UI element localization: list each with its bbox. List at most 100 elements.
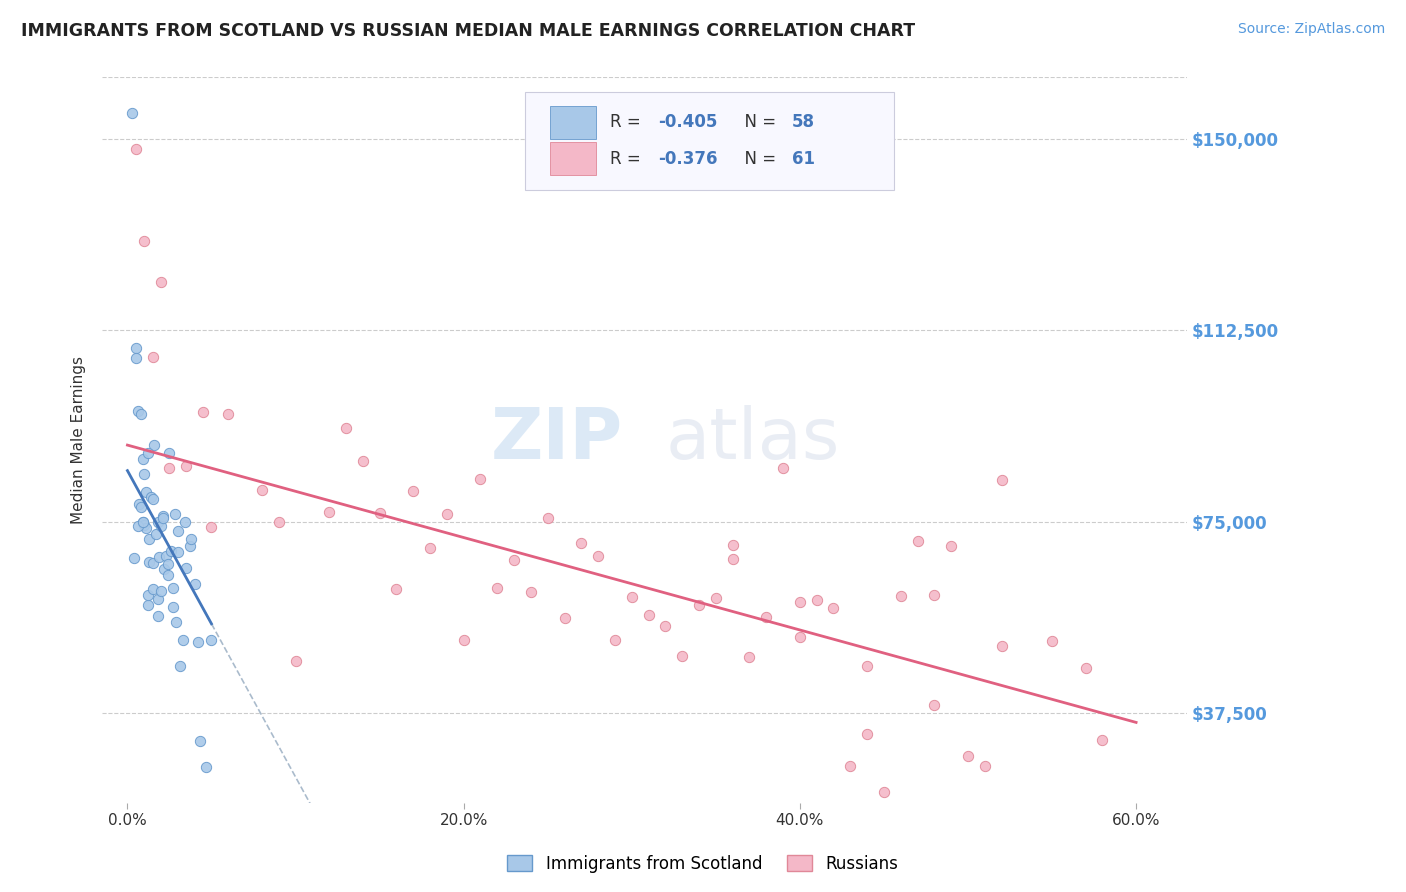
- FancyBboxPatch shape: [550, 142, 596, 176]
- Point: [153, 562, 176, 576]
- Point: [990, 473, 1012, 487]
- Point: [873, 785, 896, 799]
- Point: [125, 351, 148, 366]
- Point: [131, 515, 153, 529]
- Point: [520, 585, 543, 599]
- Point: [165, 615, 187, 629]
- Point: [188, 734, 211, 748]
- Text: N =: N =: [734, 113, 782, 131]
- Point: [620, 590, 643, 604]
- Point: [150, 519, 173, 533]
- Point: [890, 589, 912, 603]
- Text: atlas: atlas: [666, 406, 841, 475]
- Point: [163, 508, 186, 522]
- Point: [335, 420, 357, 434]
- Point: [704, 591, 727, 606]
- Point: [172, 632, 194, 647]
- Text: 58: 58: [792, 113, 815, 131]
- Point: [127, 404, 149, 418]
- Point: [924, 698, 946, 712]
- Point: [136, 598, 159, 612]
- Point: [486, 581, 509, 595]
- Point: [173, 515, 195, 529]
- Point: [121, 106, 143, 120]
- Point: [136, 589, 159, 603]
- Point: [671, 648, 693, 663]
- Point: [436, 507, 458, 521]
- Point: [156, 557, 179, 571]
- Text: IMMIGRANTS FROM SCOTLAND VS RUSSIAN MEDIAN MALE EARNINGS CORRELATION CHART: IMMIGRANTS FROM SCOTLAND VS RUSSIAN MEDI…: [21, 22, 915, 40]
- Point: [160, 544, 183, 558]
- Point: [179, 539, 201, 553]
- Point: [143, 438, 166, 452]
- Point: [150, 583, 173, 598]
- Point: [128, 497, 150, 511]
- Point: [135, 521, 157, 535]
- Point: [537, 511, 560, 525]
- Point: [131, 452, 153, 467]
- Point: [419, 541, 441, 556]
- Point: [267, 515, 290, 529]
- Point: [183, 577, 205, 591]
- Point: [142, 350, 165, 364]
- Point: [318, 506, 340, 520]
- Point: [856, 659, 879, 673]
- Point: [1074, 661, 1097, 675]
- Point: [159, 445, 181, 459]
- Point: [174, 459, 197, 474]
- Point: [250, 483, 273, 497]
- FancyBboxPatch shape: [550, 106, 596, 139]
- Point: [586, 549, 609, 563]
- Point: [200, 632, 222, 647]
- Point: [839, 758, 862, 772]
- Point: [721, 538, 744, 552]
- Text: Source: ZipAtlas.com: Source: ZipAtlas.com: [1237, 22, 1385, 37]
- Point: [174, 561, 197, 575]
- Point: [146, 516, 169, 530]
- Point: [789, 631, 811, 645]
- Point: [284, 654, 307, 668]
- Point: [167, 524, 190, 539]
- Point: [131, 515, 153, 529]
- Point: [150, 275, 173, 289]
- Point: [134, 467, 156, 481]
- Point: [138, 555, 160, 569]
- Legend: Immigrants from Scotland, Russians: Immigrants from Scotland, Russians: [501, 848, 905, 880]
- Point: [156, 567, 179, 582]
- Point: [907, 533, 929, 548]
- Text: R =: R =: [610, 113, 645, 131]
- Point: [1040, 633, 1063, 648]
- Point: [603, 633, 626, 648]
- Point: [569, 536, 592, 550]
- Point: [138, 532, 160, 546]
- Point: [195, 760, 218, 774]
- Point: [167, 545, 190, 559]
- Point: [973, 759, 995, 773]
- Point: [1091, 733, 1114, 747]
- Point: [990, 639, 1012, 653]
- Point: [146, 608, 169, 623]
- Text: 61: 61: [792, 150, 815, 168]
- Point: [453, 633, 475, 648]
- Point: [139, 491, 162, 505]
- Point: [169, 658, 191, 673]
- Point: [385, 582, 408, 596]
- Point: [956, 749, 979, 764]
- Point: [402, 484, 425, 499]
- Point: [125, 142, 148, 156]
- Point: [148, 549, 170, 564]
- Point: [941, 539, 963, 553]
- Point: [136, 446, 159, 460]
- Text: R =: R =: [610, 150, 645, 168]
- Point: [503, 553, 526, 567]
- Text: N =: N =: [734, 150, 782, 168]
- Point: [738, 650, 761, 665]
- Point: [129, 408, 152, 422]
- Point: [142, 556, 165, 570]
- Point: [155, 549, 177, 563]
- Point: [191, 405, 214, 419]
- Point: [856, 727, 879, 741]
- Point: [187, 635, 209, 649]
- Point: [152, 511, 174, 525]
- Point: [162, 600, 184, 615]
